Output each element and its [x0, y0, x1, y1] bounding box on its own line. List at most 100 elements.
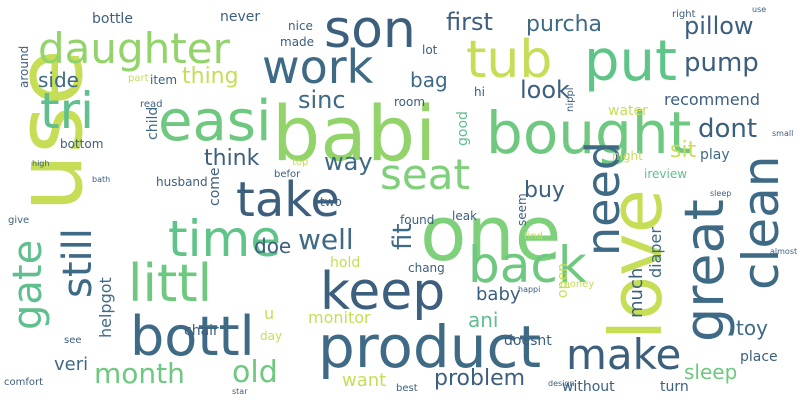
word: two [320, 195, 342, 209]
word: hold [330, 255, 361, 271]
word: much [626, 267, 647, 318]
word: tub [466, 30, 553, 90]
word: water [608, 103, 648, 119]
word: room [394, 95, 426, 109]
word: almost [770, 247, 798, 256]
word: side [38, 68, 79, 92]
word: befor [274, 169, 301, 180]
word: bath [92, 175, 111, 184]
word: diaper [646, 227, 665, 278]
word: toy [736, 316, 768, 340]
word: thing [182, 64, 239, 89]
word: keep [320, 262, 446, 322]
word: nippl [565, 87, 576, 112]
word: sleep [710, 189, 732, 198]
word: sinc [298, 86, 346, 114]
word: recommend [664, 90, 760, 109]
word: one [420, 189, 562, 278]
word: tri [40, 82, 95, 140]
word: u [264, 304, 275, 323]
word: husband [156, 175, 208, 189]
word: chang [408, 261, 445, 275]
word: play [700, 147, 730, 163]
word: time [168, 210, 281, 268]
word: part [128, 73, 149, 84]
word: bottom [60, 137, 104, 151]
word: pump [684, 48, 759, 78]
word: make [566, 330, 682, 379]
word: babi [272, 89, 437, 178]
word: without [562, 379, 615, 395]
word: place [740, 349, 778, 365]
word: made [280, 35, 315, 49]
word: money [560, 279, 595, 290]
word: monitor [308, 308, 371, 327]
word: ani [468, 308, 499, 332]
word: month [94, 357, 185, 390]
word: turn [660, 379, 689, 395]
word: leak [452, 209, 478, 223]
word: put [584, 29, 677, 94]
word: think [204, 146, 260, 171]
word: veri [54, 354, 89, 375]
word: read [140, 99, 163, 110]
word: want [342, 370, 387, 391]
word: first [446, 8, 493, 36]
word: bottl [130, 305, 255, 368]
word: hi [474, 85, 485, 99]
word: right [672, 9, 696, 20]
word: use [752, 5, 767, 14]
word: helpgot [96, 277, 115, 338]
word: star [232, 387, 248, 396]
word: design [548, 379, 575, 388]
word: work [262, 40, 374, 94]
word: find [524, 231, 543, 242]
word: take [236, 172, 340, 228]
word: night [612, 149, 643, 163]
word: bottle [92, 11, 133, 27]
word: way [324, 148, 373, 176]
word: doesnt [504, 333, 552, 349]
word: still [55, 228, 101, 298]
word: product [318, 313, 542, 381]
word: seem [515, 193, 529, 226]
word: item [150, 73, 178, 87]
word: found [400, 213, 435, 227]
word: easi [158, 89, 272, 154]
word: bought [486, 99, 692, 167]
word: good [455, 111, 471, 146]
word: day [260, 329, 283, 343]
word: small [772, 129, 794, 138]
word: comfort [4, 377, 44, 388]
word: doe [254, 234, 292, 258]
word: buy [524, 178, 565, 203]
word: best [396, 383, 418, 394]
word: ireview [644, 167, 688, 181]
word: clean [732, 155, 790, 290]
word: never [220, 9, 261, 25]
word: top [292, 157, 309, 168]
word: see [64, 335, 82, 346]
word: come [207, 167, 223, 206]
word: happi [518, 285, 541, 294]
word: give [8, 215, 30, 226]
word: around [17, 45, 31, 88]
word: nice [288, 19, 313, 33]
word: great [673, 199, 736, 342]
word: child [145, 106, 161, 140]
word: fit [388, 223, 418, 250]
word: dont [698, 114, 758, 144]
word: back [468, 236, 587, 294]
word: sit [670, 138, 697, 163]
word: littl [128, 254, 213, 314]
word: purcha [526, 12, 602, 37]
word: pillow [684, 12, 754, 40]
word: problem [434, 366, 526, 391]
word: sleep [684, 360, 738, 384]
word: chair [184, 323, 219, 339]
word: bag [410, 68, 448, 92]
word: baby [476, 284, 521, 305]
word: old [232, 355, 278, 390]
word: daughter [38, 24, 230, 73]
